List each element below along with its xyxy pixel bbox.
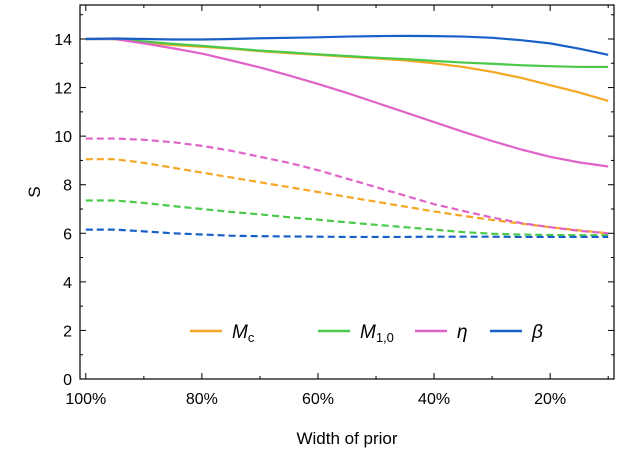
legend-item-beta: β — [490, 322, 543, 343]
y-axis: 0 2 4 6 8 10 12 14 — [54, 14, 614, 389]
y-tick-label: 2 — [63, 323, 72, 340]
y-tick-label: 14 — [54, 32, 72, 49]
series-line-beta_dash — [85, 228, 609, 239]
series-line-m10_dash — [85, 199, 609, 237]
plot-frame — [79, 4, 615, 380]
x-axis-label: Width of prior — [296, 429, 397, 448]
legend-label: M1,0 — [360, 322, 394, 345]
x-tick-label: 80% — [186, 391, 218, 408]
series-line-eta_dash — [85, 137, 609, 235]
legend-item-m10: M1,0 — [318, 322, 394, 345]
legend-item-eta: η — [415, 322, 468, 343]
x-tick-label: 60% — [302, 391, 334, 408]
x-tick-label: 100% — [65, 391, 106, 408]
series-line-eta — [85, 37, 609, 168]
y-tick-label: 12 — [54, 81, 72, 98]
x-tick-label: 20% — [534, 391, 566, 408]
legend-label: β — [531, 322, 543, 343]
series-line-mc_dash — [85, 158, 609, 235]
series-line-mc — [85, 37, 609, 102]
y-axis-label: S — [25, 186, 44, 197]
y-tick-label: 10 — [54, 129, 72, 146]
y-tick-label: 6 — [63, 226, 72, 243]
legend-item-mc: Mc — [190, 322, 255, 345]
x-tick-label: 40% — [418, 391, 450, 408]
series-line-beta — [85, 34, 609, 56]
legend-label: η — [457, 322, 468, 343]
legend: Mc M1,0 η β — [190, 322, 543, 345]
series-line-m10 — [85, 37, 609, 69]
y-tick-label: 4 — [63, 275, 72, 292]
y-tick-label: 8 — [63, 178, 72, 195]
legend-label: Mc — [232, 322, 255, 345]
x-axis: 100% 80% 60% 40% 20% — [65, 5, 609, 408]
y-tick-label: 0 — [63, 372, 72, 389]
plot-lines — [85, 34, 609, 239]
